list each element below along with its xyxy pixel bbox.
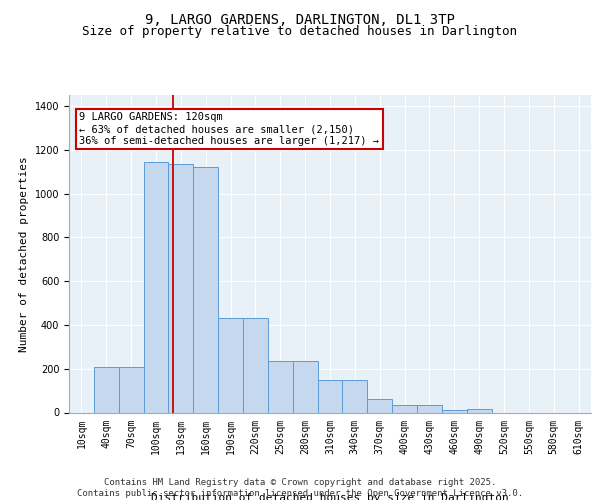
Bar bbox=[467, 409, 491, 412]
Bar bbox=[268, 361, 293, 412]
Bar bbox=[367, 400, 392, 412]
Bar bbox=[169, 164, 193, 412]
Y-axis label: Number of detached properties: Number of detached properties bbox=[19, 156, 29, 352]
Bar bbox=[119, 367, 143, 412]
Bar bbox=[193, 168, 218, 412]
Text: Contains HM Land Registry data © Crown copyright and database right 2025.
Contai: Contains HM Land Registry data © Crown c… bbox=[77, 478, 523, 498]
X-axis label: Distribution of detached houses by size in Darlington: Distribution of detached houses by size … bbox=[151, 493, 509, 500]
Text: Size of property relative to detached houses in Darlington: Size of property relative to detached ho… bbox=[83, 25, 517, 38]
Bar bbox=[417, 405, 442, 412]
Bar bbox=[94, 367, 119, 412]
Bar bbox=[293, 361, 317, 412]
Text: 9, LARGO GARDENS, DARLINGTON, DL1 3TP: 9, LARGO GARDENS, DARLINGTON, DL1 3TP bbox=[145, 12, 455, 26]
Text: 9 LARGO GARDENS: 120sqm
← 63% of detached houses are smaller (2,150)
36% of semi: 9 LARGO GARDENS: 120sqm ← 63% of detache… bbox=[79, 112, 379, 146]
Bar bbox=[317, 380, 343, 412]
Bar bbox=[392, 405, 417, 412]
Bar bbox=[343, 380, 367, 412]
Bar bbox=[442, 410, 467, 412]
Bar bbox=[143, 162, 169, 412]
Bar bbox=[218, 318, 243, 412]
Bar bbox=[243, 318, 268, 412]
